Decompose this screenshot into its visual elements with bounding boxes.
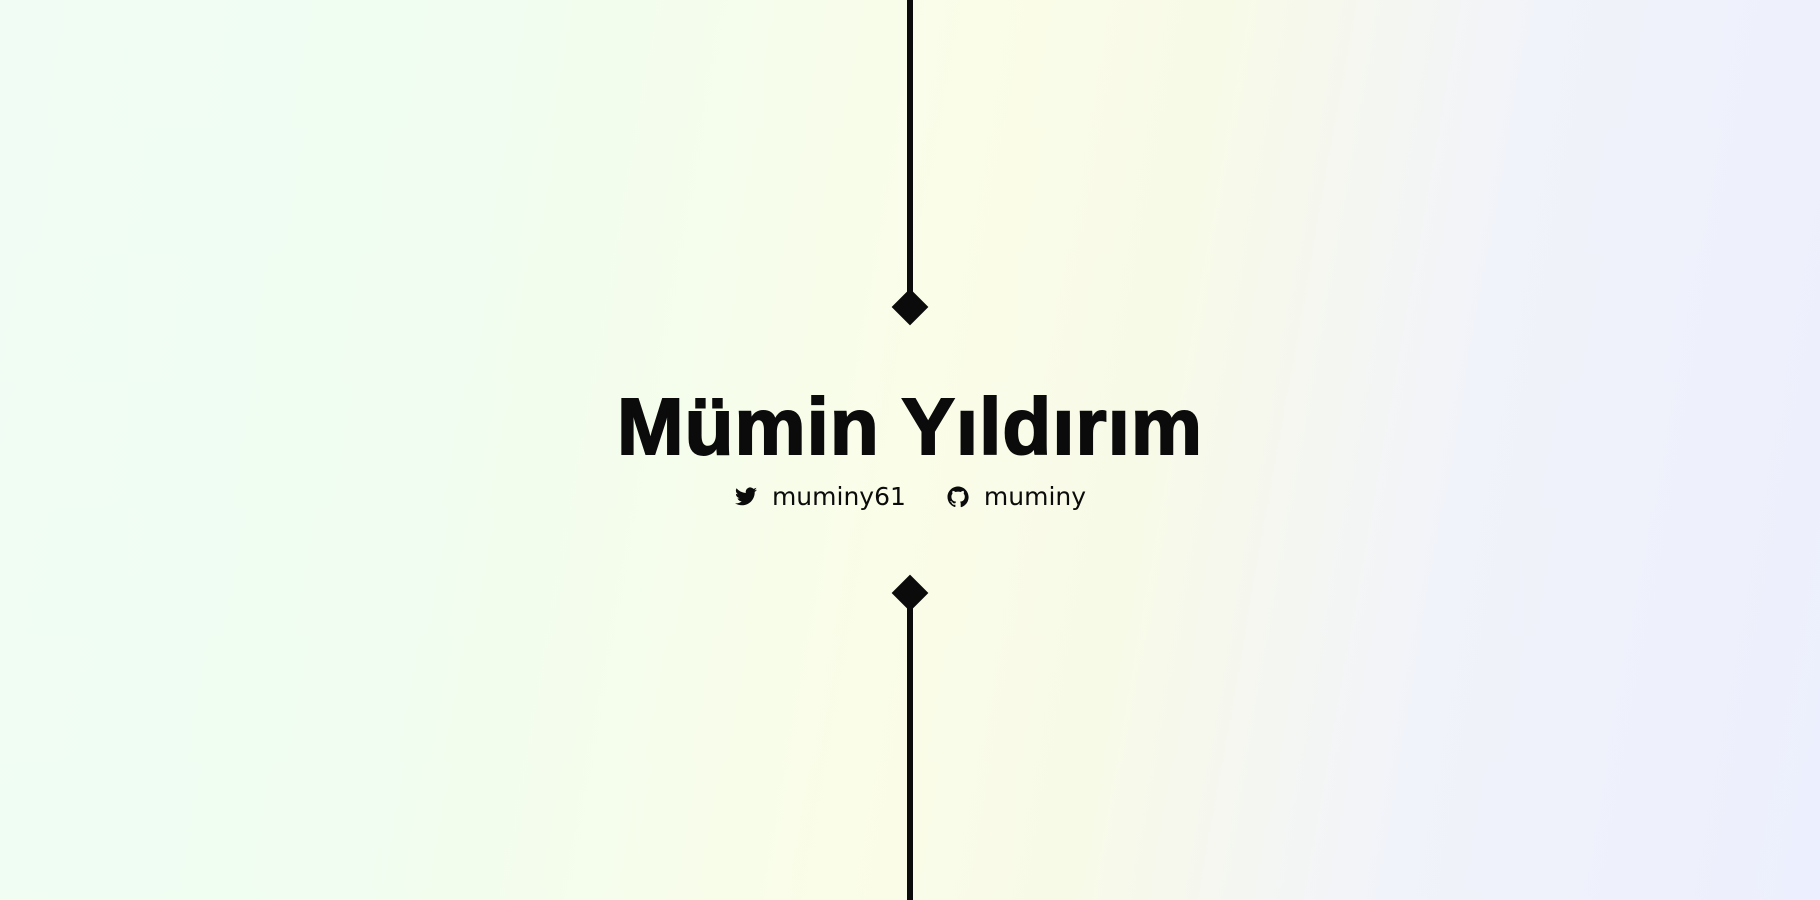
github-handle: muminy — [983, 482, 1087, 511]
profile-name: Mümin Yıldırım — [616, 381, 1203, 472]
twitter-handle: muminy61 — [771, 482, 906, 511]
github-link[interactable]: muminy — [946, 482, 1086, 511]
twitter-link[interactable]: muminy61 — [734, 482, 906, 511]
twitter-icon — [734, 485, 758, 509]
top-diamond-ornament — [891, 288, 929, 326]
bottom-divider-line — [907, 604, 913, 900]
github-icon — [946, 485, 970, 509]
top-divider-line — [907, 0, 913, 296]
social-links: muminy61 muminy — [0, 482, 1820, 511]
profile-card: Mümin Yıldırım muminy61 muminy — [0, 381, 1820, 511]
